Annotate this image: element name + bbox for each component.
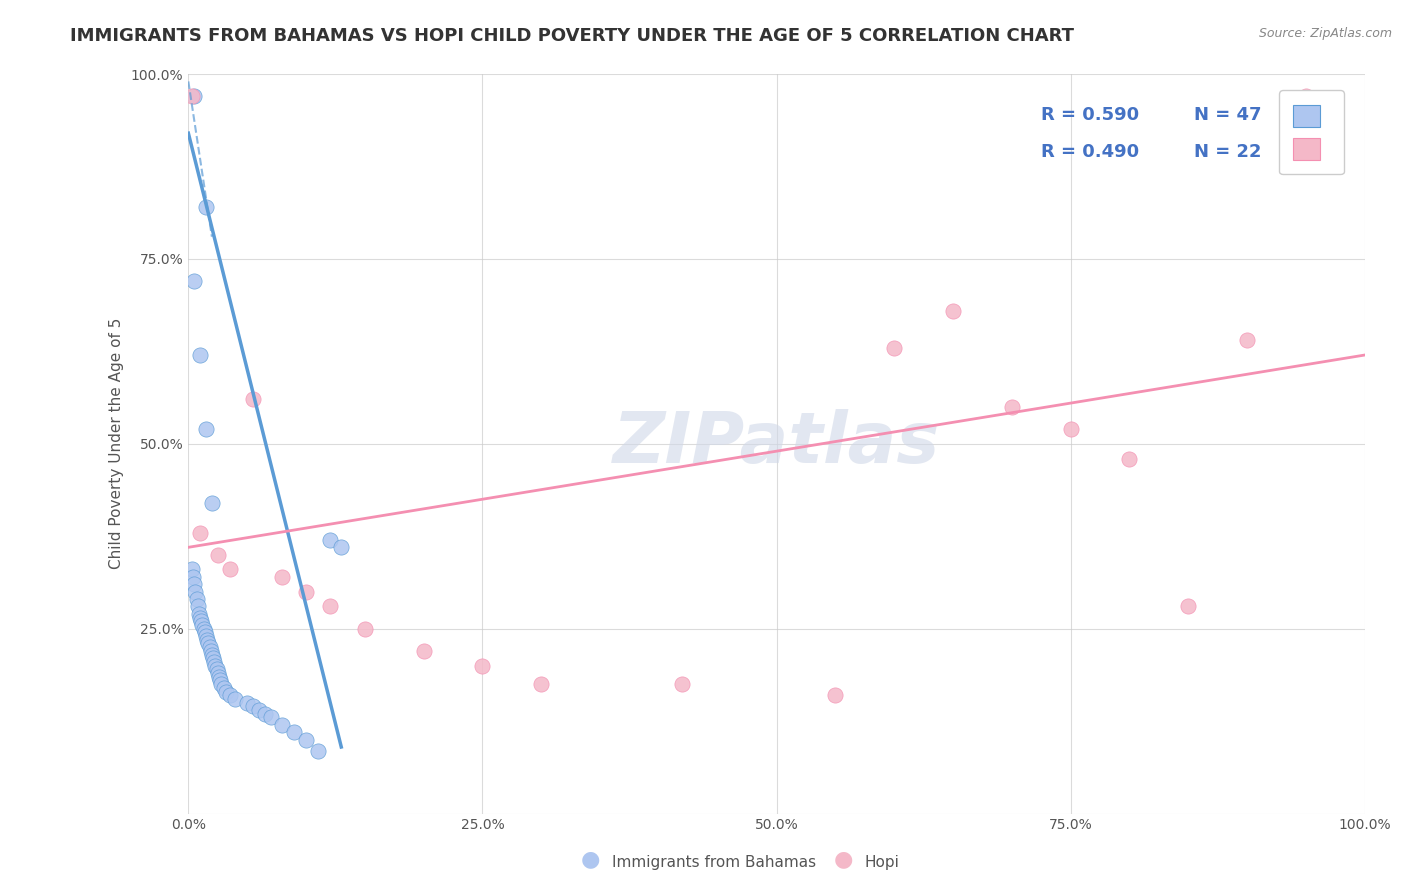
Point bbox=[198, 640, 221, 655]
Point bbox=[271, 570, 294, 584]
Text: N = 47: N = 47 bbox=[1194, 105, 1261, 124]
Point bbox=[201, 648, 224, 662]
Point bbox=[283, 725, 305, 739]
Point bbox=[188, 610, 211, 624]
Point bbox=[195, 632, 218, 647]
Point bbox=[200, 644, 222, 658]
Y-axis label: Child Poverty Under the Age of 5: Child Poverty Under the Age of 5 bbox=[108, 318, 124, 569]
Point bbox=[318, 599, 340, 614]
Point bbox=[1177, 599, 1199, 614]
Point bbox=[183, 274, 205, 288]
Point bbox=[201, 496, 224, 510]
Text: IMMIGRANTS FROM BAHAMAS VS HOPI CHILD POVERTY UNDER THE AGE OF 5 CORRELATION CHA: IMMIGRANTS FROM BAHAMAS VS HOPI CHILD PO… bbox=[70, 27, 1074, 45]
Point bbox=[183, 577, 205, 591]
Point bbox=[1236, 333, 1258, 347]
Point bbox=[942, 303, 965, 318]
Point bbox=[242, 699, 264, 714]
Point bbox=[202, 655, 225, 669]
Point bbox=[209, 677, 232, 691]
Text: N = 22: N = 22 bbox=[1194, 143, 1261, 161]
Point bbox=[180, 562, 202, 576]
Point bbox=[188, 525, 211, 540]
Point bbox=[883, 341, 905, 355]
Point bbox=[295, 732, 318, 747]
Point bbox=[224, 692, 246, 706]
Point bbox=[215, 684, 238, 698]
Text: Source: ZipAtlas.com: Source: ZipAtlas.com bbox=[1258, 27, 1392, 40]
Point bbox=[183, 89, 205, 103]
Point bbox=[247, 703, 270, 717]
Point bbox=[1118, 451, 1140, 466]
Point bbox=[204, 658, 226, 673]
Point bbox=[193, 622, 215, 636]
Text: R = 0.490: R = 0.490 bbox=[1042, 143, 1139, 161]
Point bbox=[236, 696, 259, 710]
Point bbox=[188, 348, 211, 362]
Point bbox=[184, 584, 207, 599]
Point bbox=[180, 89, 202, 103]
Text: Immigrants from Bahamas: Immigrants from Bahamas bbox=[612, 855, 815, 870]
Point bbox=[187, 599, 209, 614]
Point bbox=[209, 673, 232, 688]
Point bbox=[187, 607, 209, 621]
Point bbox=[195, 629, 218, 643]
Point bbox=[330, 541, 353, 555]
Point bbox=[186, 592, 208, 607]
Point bbox=[195, 200, 218, 214]
Point bbox=[412, 644, 434, 658]
Point bbox=[353, 622, 375, 636]
Point bbox=[208, 670, 231, 684]
Point bbox=[191, 618, 214, 632]
Point bbox=[205, 662, 228, 676]
Point bbox=[260, 710, 283, 724]
Point bbox=[253, 706, 276, 721]
Point bbox=[207, 548, 229, 562]
Text: ●: ● bbox=[834, 850, 853, 870]
Point bbox=[181, 570, 204, 584]
Point bbox=[271, 718, 294, 732]
Point bbox=[218, 688, 240, 702]
Text: R = 0.590: R = 0.590 bbox=[1042, 105, 1139, 124]
Point bbox=[671, 677, 693, 691]
Point bbox=[318, 533, 340, 547]
Point bbox=[471, 658, 494, 673]
Point bbox=[207, 666, 229, 681]
Point bbox=[1295, 89, 1317, 103]
Text: ●: ● bbox=[581, 850, 600, 870]
Point bbox=[295, 584, 318, 599]
Point bbox=[212, 681, 235, 695]
Point bbox=[202, 651, 225, 665]
Point bbox=[1059, 422, 1081, 436]
Point bbox=[190, 614, 212, 628]
Point bbox=[824, 688, 846, 702]
Point bbox=[218, 562, 240, 576]
Point bbox=[242, 392, 264, 407]
Text: ZIPatlas: ZIPatlas bbox=[613, 409, 941, 478]
Point bbox=[197, 636, 219, 650]
Point bbox=[194, 625, 217, 640]
Point bbox=[307, 744, 329, 758]
Point bbox=[195, 422, 218, 436]
Text: Hopi: Hopi bbox=[865, 855, 900, 870]
Point bbox=[530, 677, 553, 691]
Legend: , : , bbox=[1279, 90, 1344, 174]
Point bbox=[1001, 400, 1024, 414]
